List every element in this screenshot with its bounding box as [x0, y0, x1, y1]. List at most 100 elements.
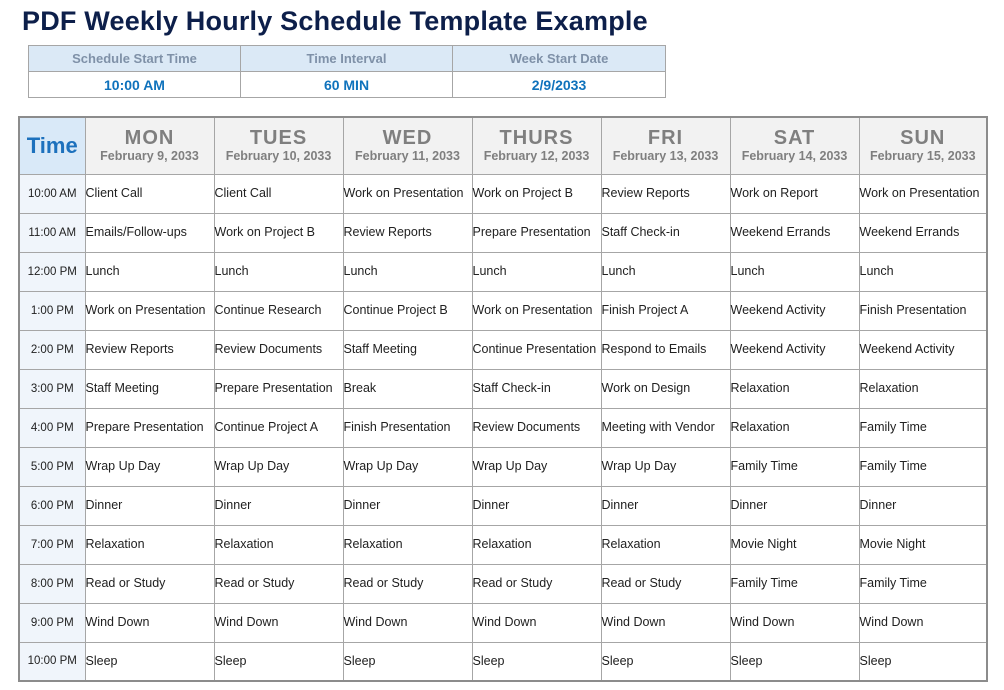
activity-cell: Wrap Up Day [84, 446, 215, 487]
activity-cell: Dinner [84, 485, 215, 526]
day-date: February 14, 2033 [741, 149, 848, 164]
activity-cell: Weekend Activity [729, 290, 860, 331]
time-cell: 2:00 PM [18, 329, 86, 370]
day-label: SUN [900, 127, 946, 150]
activity-cell: Wrap Up Day [471, 446, 602, 487]
activity-cell: Relaxation [729, 368, 860, 409]
activity-cell: Family Time [729, 446, 860, 487]
activity-cell: Prepare Presentation [213, 368, 344, 409]
activity-cell: Continue Project B [342, 290, 473, 331]
activity-cell: Work on Project B [213, 212, 344, 253]
day-date: February 13, 2033 [612, 149, 719, 164]
activity-cell: Meeting with Vendor [600, 407, 731, 448]
day-header-fri: FRI February 13, 2033 [600, 116, 731, 175]
activity-cell: Dinner [342, 485, 473, 526]
activity-cell: Lunch [729, 251, 860, 292]
activity-cell: Read or Study [342, 563, 473, 604]
time-cell: 4:00 PM [18, 407, 86, 448]
activity-cell: Wind Down [729, 602, 860, 643]
activity-cell: Weekend Activity [729, 329, 860, 370]
activity-cell: Review Reports [600, 173, 731, 214]
activity-cell: Movie Night [858, 524, 988, 565]
activity-cell: Relaxation [84, 524, 215, 565]
info-header-week-start-date: Week Start Date [452, 45, 666, 72]
time-cell: 10:00 PM [18, 641, 86, 682]
day-label: FRI [647, 127, 684, 150]
schedule-row: 5:00 PM Wrap Up Day Wrap Up Day Wrap Up Day… [18, 446, 988, 487]
info-value-time-interval: 60 MIN [240, 71, 453, 98]
activity-cell: Weekend Activity [858, 329, 988, 370]
activity-cell: Continue Project A [213, 407, 344, 448]
activity-cell: Client Call [84, 173, 215, 214]
schedule-row: 2:00 PM Review Reports Review Documents Sta… [18, 329, 988, 370]
activity-cell: Family Time [858, 407, 988, 448]
time-column-header: Time [18, 116, 86, 175]
day-header-mon: MON February 9, 2033 [84, 116, 215, 175]
activity-cell: Lunch [600, 251, 731, 292]
activity-cell: Work on Presentation [84, 290, 215, 331]
activity-cell: Dinner [600, 485, 731, 526]
activity-cell: Finish Presentation [342, 407, 473, 448]
activity-cell: Dinner [729, 485, 860, 526]
activity-cell: Sleep [600, 641, 731, 682]
time-cell: 12:00 PM [18, 251, 86, 292]
time-cell: 7:00 PM [18, 524, 86, 565]
activity-cell: Wrap Up Day [213, 446, 344, 487]
info-value-week-start-date: 2/9/2033 [452, 71, 666, 98]
activity-cell: Work on Project B [471, 173, 602, 214]
activity-cell: Wind Down [858, 602, 988, 643]
activity-cell: Dinner [471, 485, 602, 526]
activity-cell: Relaxation [858, 368, 988, 409]
day-label: MON [124, 127, 175, 150]
activity-cell: Lunch [471, 251, 602, 292]
schedule-row: 12:00 PM Lunch Lunch Lunch Lunch Lunch Lunch Lu… [18, 251, 988, 292]
activity-cell: Relaxation [729, 407, 860, 448]
activity-cell: Prepare Presentation [471, 212, 602, 253]
schedule-row: 1:00 PM Work on Presentation Continue Rese… [18, 290, 988, 331]
activity-cell: Dinner [858, 485, 988, 526]
activity-cell: Respond to Emails [600, 329, 731, 370]
activity-cell: Movie Night [729, 524, 860, 565]
time-cell: 10:00 AM [18, 173, 86, 214]
day-date: February 15, 2033 [869, 149, 976, 164]
time-cell: 9:00 PM [18, 602, 86, 643]
activity-cell: Work on Presentation [858, 173, 988, 214]
info-header-time-interval: Time Interval [240, 45, 453, 72]
info-header-schedule-start-time: Schedule Start Time [28, 45, 241, 72]
activity-cell: Weekend Errands [729, 212, 860, 253]
activity-cell: Sleep [342, 641, 473, 682]
time-cell: 3:00 PM [18, 368, 86, 409]
activity-cell: Work on Report [729, 173, 860, 214]
activity-cell: Lunch [858, 251, 988, 292]
activity-cell: Wind Down [84, 602, 215, 643]
schedule-row: 11:00 AM Emails/Follow-ups Work on Project… [18, 212, 988, 253]
schedule-row: 10:00 AM Client Call Client Call Work on Pr… [18, 173, 988, 214]
activity-cell: Family Time [858, 563, 988, 604]
day-label: THURS [499, 127, 574, 150]
activity-cell: Wrap Up Day [600, 446, 731, 487]
activity-cell: Finish Presentation [858, 290, 988, 331]
activity-cell: Client Call [213, 173, 344, 214]
time-cell: 6:00 PM [18, 485, 86, 526]
schedule-row: 7:00 PM Relaxation Relaxation Relaxation Rel… [18, 524, 988, 565]
activity-cell: Finish Project A [600, 290, 731, 331]
activity-cell: Wind Down [213, 602, 344, 643]
activity-cell: Wind Down [471, 602, 602, 643]
activity-cell: Staff Meeting [84, 368, 215, 409]
schedule-row: 9:00 PM Wind Down Wind Down Wind Down Wind D… [18, 602, 988, 643]
activity-cell: Relaxation [213, 524, 344, 565]
info-value-schedule-start-time: 10:00 AM [28, 71, 241, 98]
activity-cell: Sleep [858, 641, 988, 682]
schedule-row: 10:00 PM Sleep Sleep Sleep Sleep Sleep Sleep Sl… [18, 641, 988, 682]
activity-cell: Review Reports [84, 329, 215, 370]
activity-cell: Staff Check-in [600, 212, 731, 253]
day-date: February 12, 2033 [483, 149, 590, 164]
day-label: TUES [249, 127, 308, 150]
schedule-row: 6:00 PM Dinner Dinner Dinner Dinner Dinner Din… [18, 485, 988, 526]
activity-cell: Dinner [213, 485, 344, 526]
day-date: February 10, 2033 [225, 149, 332, 164]
schedule-body: 10:00 AM Client Call Client Call Work on Pr… [18, 173, 988, 682]
activity-cell: Sleep [471, 641, 602, 682]
weekly-schedule-table: Time MON February 9, 2033 TUES February 10,… [18, 116, 988, 682]
activity-cell: Family Time [858, 446, 988, 487]
